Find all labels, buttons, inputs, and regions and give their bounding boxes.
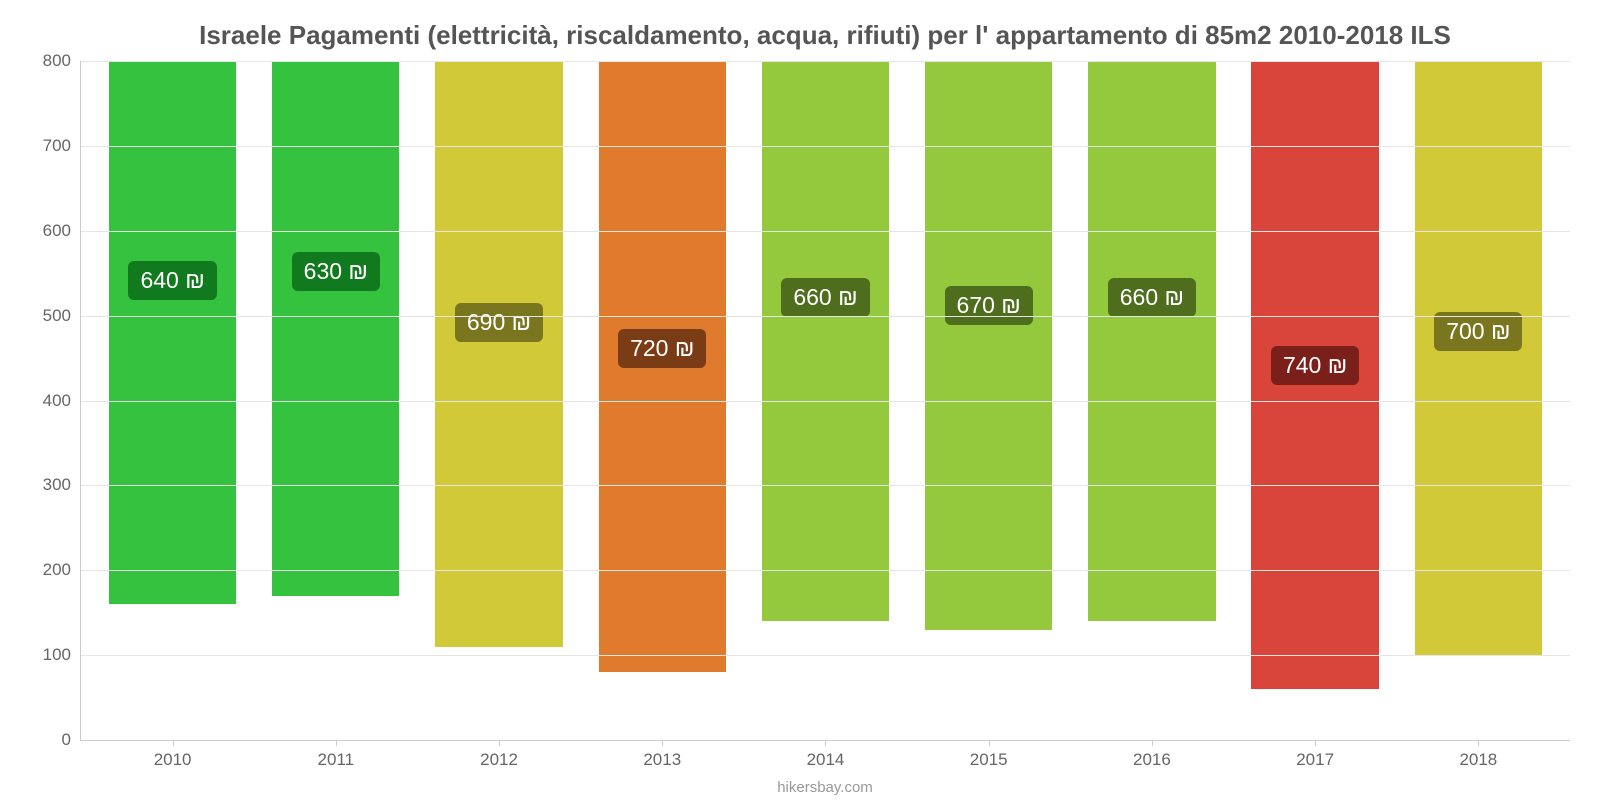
y-tick-label: 300 <box>43 475 81 495</box>
value-badge: 670 ₪ <box>945 286 1033 325</box>
x-tick <box>1478 740 1479 746</box>
x-tick-label: 2014 <box>807 750 845 770</box>
bar: 690 ₪ <box>435 61 562 647</box>
x-tick-label: 2013 <box>643 750 681 770</box>
value-badge: 660 ₪ <box>1108 278 1196 317</box>
y-tick-label: 400 <box>43 391 81 411</box>
grid-line <box>81 61 1570 62</box>
value-badge: 630 ₪ <box>292 252 380 291</box>
x-tick-label: 2018 <box>1459 750 1497 770</box>
y-tick-label: 500 <box>43 306 81 326</box>
grid-line <box>81 570 1570 571</box>
bar: 640 ₪ <box>109 61 236 604</box>
plot-area: 640 ₪2010630 ₪2011690 ₪2012720 ₪2013660 … <box>80 61 1570 741</box>
x-tick <box>1152 740 1153 746</box>
value-badge: 720 ₪ <box>618 329 706 368</box>
chart-title: Israele Pagamenti (elettricità, riscalda… <box>80 20 1570 51</box>
x-tick-label: 2011 <box>318 750 355 770</box>
y-tick-label: 200 <box>43 560 81 580</box>
x-tick <box>499 740 500 746</box>
grid-line <box>81 231 1570 232</box>
x-tick <box>662 740 663 746</box>
x-tick-label: 2017 <box>1296 750 1334 770</box>
grid-line <box>81 485 1570 486</box>
value-badge: 660 ₪ <box>781 278 869 317</box>
bar: 720 ₪ <box>599 61 726 672</box>
x-tick-label: 2015 <box>970 750 1008 770</box>
x-tick <box>173 740 174 746</box>
y-tick-label: 600 <box>43 221 81 241</box>
value-badge: 740 ₪ <box>1271 346 1359 385</box>
grid-line <box>81 316 1570 317</box>
y-tick-label: 100 <box>43 645 81 665</box>
value-badge: 690 ₪ <box>455 303 543 342</box>
x-tick-label: 2016 <box>1133 750 1171 770</box>
x-tick-label: 2012 <box>480 750 518 770</box>
grid-line <box>81 146 1570 147</box>
chart-container: Israele Pagamenti (elettricità, riscalda… <box>0 0 1600 800</box>
bar: 740 ₪ <box>1251 61 1378 689</box>
y-tick-label: 0 <box>62 730 81 750</box>
x-tick <box>825 740 826 746</box>
chart-footer: hikersbay.com <box>80 779 1570 796</box>
bar: 630 ₪ <box>272 61 399 596</box>
x-tick <box>1315 740 1316 746</box>
x-tick-label: 2010 <box>154 750 192 770</box>
grid-line <box>81 655 1570 656</box>
x-tick <box>336 740 337 746</box>
bar: 700 ₪ <box>1415 61 1542 655</box>
x-tick <box>989 740 990 746</box>
value-badge: 700 ₪ <box>1434 312 1522 351</box>
y-tick-label: 700 <box>43 136 81 156</box>
value-badge: 640 ₪ <box>128 261 216 300</box>
grid-line <box>81 401 1570 402</box>
y-tick-label: 800 <box>43 51 81 71</box>
